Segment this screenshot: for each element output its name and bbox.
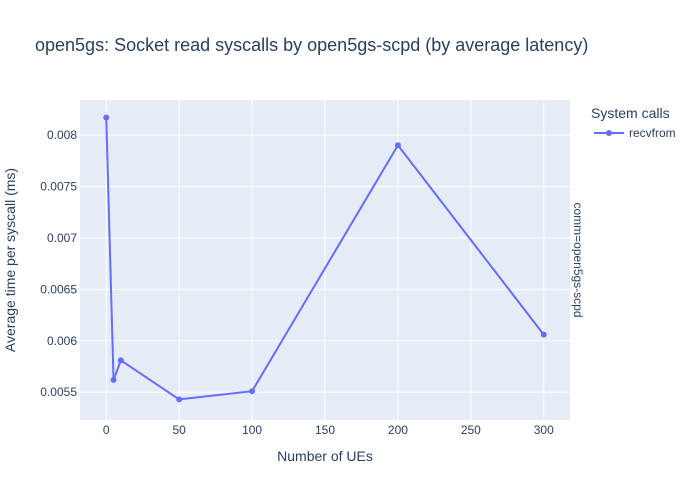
data-point[interactable] [176,396,183,403]
y-tick-label: 0.0075 [40,179,77,193]
data-point[interactable] [117,357,124,364]
data-point[interactable] [249,388,256,395]
legend-item-recvfrom[interactable]: recvfrom [594,126,676,140]
x-tick-labels: 0 50 100 150 200 250 300 [103,423,554,437]
y-tick-labels: 0.0055 0.006 0.0065 0.007 0.0075 0.008 [40,128,77,399]
series-layer [103,114,547,403]
x-tick-label: 300 [534,423,554,437]
data-point[interactable] [103,114,110,121]
data-point[interactable] [394,142,401,149]
x-tick-label: 200 [388,423,408,437]
y-tick-label: 0.0065 [40,282,77,296]
chart-title: open5gs: Socket read syscalls by open5gs… [35,35,588,55]
legend-title: System calls [591,105,670,121]
data-point[interactable] [110,376,117,383]
y-gridlines [80,134,570,393]
legend: System calls recvfrom [591,105,676,140]
x-tick-label: 100 [242,423,262,437]
y-tick-label: 0.006 [47,334,77,348]
x-axis-label: Number of UEs [277,448,373,464]
y-tick-label: 0.007 [47,231,77,245]
x-tick-label: 50 [172,423,186,437]
legend-item-label: recvfrom [629,126,676,140]
x-tick-label: 250 [461,423,481,437]
y-axis-label: Average time per syscall (ms) [2,168,18,352]
y-tick-label: 0.008 [47,128,77,142]
y-tick-label: 0.0055 [40,385,77,399]
x-tick-label: 0 [103,423,110,437]
facet-label: comm=open5gs-scpd [571,202,585,317]
data-point[interactable] [540,331,547,338]
x-tick-label: 150 [315,423,335,437]
legend-marker-swatch [606,130,612,136]
